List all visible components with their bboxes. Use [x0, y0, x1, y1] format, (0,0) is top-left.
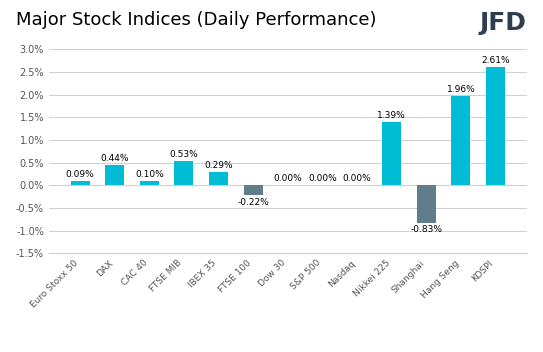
Text: 0.09%: 0.09%: [66, 170, 94, 179]
Text: 0.00%: 0.00%: [274, 174, 302, 183]
Bar: [71, 181, 90, 186]
Bar: [244, 186, 263, 195]
Text: -0.22%: -0.22%: [237, 197, 269, 207]
Bar: [140, 181, 159, 186]
Text: 0.10%: 0.10%: [135, 170, 163, 178]
Text: 2.61%: 2.61%: [481, 56, 510, 65]
Bar: [416, 186, 436, 223]
Text: -0.83%: -0.83%: [411, 225, 442, 234]
Text: 1.39%: 1.39%: [377, 111, 406, 120]
Text: 0.00%: 0.00%: [343, 174, 371, 183]
Text: Major Stock Indices (Daily Performance): Major Stock Indices (Daily Performance): [16, 11, 377, 29]
Bar: [382, 122, 401, 186]
Text: 0.53%: 0.53%: [169, 150, 198, 159]
Text: 0.44%: 0.44%: [100, 154, 129, 163]
Text: 1.96%: 1.96%: [446, 85, 475, 94]
Text: JFD: JFD: [480, 11, 527, 34]
Bar: [451, 96, 470, 186]
Bar: [174, 161, 193, 186]
Bar: [209, 172, 228, 186]
Bar: [105, 165, 124, 186]
Text: 0.29%: 0.29%: [204, 161, 233, 170]
Bar: [486, 67, 505, 186]
Text: 0.00%: 0.00%: [308, 174, 337, 183]
